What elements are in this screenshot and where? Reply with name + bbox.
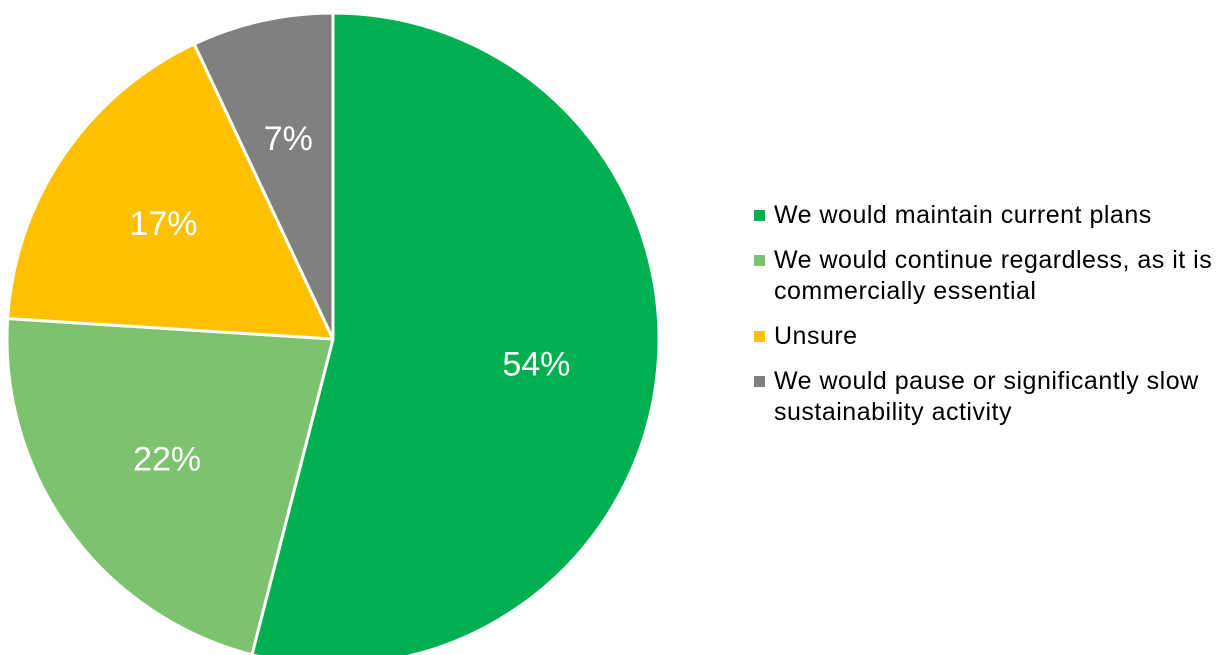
legend-item-4: We would pause or significantly slow sus… bbox=[754, 366, 1224, 428]
legend-swatch bbox=[754, 331, 765, 342]
legend-swatch bbox=[754, 376, 765, 387]
legend-swatch bbox=[754, 210, 765, 221]
slice-label-1: 54% bbox=[502, 346, 570, 384]
pie-slice-3 bbox=[6, 42, 335, 341]
legend-label: We would continue regardless, as it is c… bbox=[774, 246, 1213, 305]
pie-slice-4 bbox=[192, 11, 335, 341]
slice-label-4: 7% bbox=[264, 120, 313, 158]
slice-label-2: 22% bbox=[133, 440, 201, 478]
legend-item-3: Unsure bbox=[754, 321, 1224, 352]
legend-label: We would maintain current plans bbox=[774, 201, 1152, 229]
legend-swatch bbox=[754, 255, 765, 266]
legend-item-1: We would maintain current plans bbox=[754, 200, 1224, 231]
slice-label-3: 17% bbox=[129, 205, 197, 243]
legend-label: Unsure bbox=[774, 322, 858, 350]
legend-label: We would pause or significantly slow sus… bbox=[774, 367, 1199, 426]
legend: We would maintain current plans We would … bbox=[754, 200, 1224, 442]
pie-plot: 54% 22% 17% 7% bbox=[5, 11, 661, 655]
pie-slice-2 bbox=[5, 317, 335, 655]
legend-item-2: We would continue regardless, as it is c… bbox=[754, 245, 1224, 307]
